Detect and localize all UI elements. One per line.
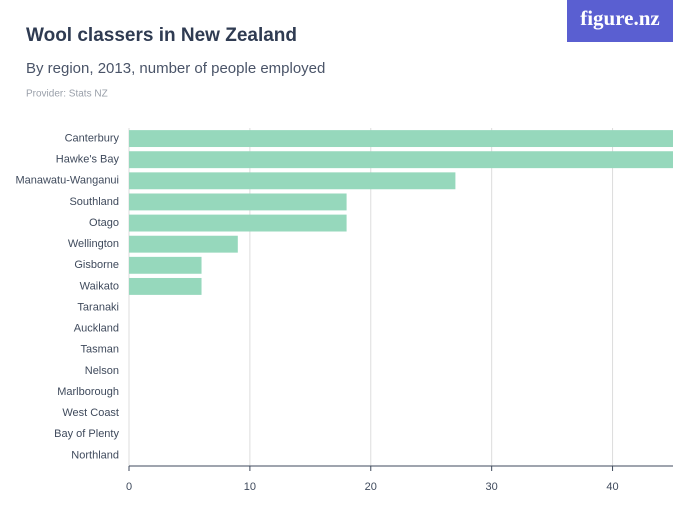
y-tick-label: Otago (89, 217, 119, 229)
bar (129, 172, 456, 190)
bar (129, 151, 673, 169)
x-tick-label: 30 (486, 481, 498, 493)
y-tick-label: West Coast (62, 407, 119, 419)
logo: figure.nz (580, 6, 660, 30)
provider: Provider: Stats NZ (26, 89, 108, 100)
y-tick-label: Marlborough (57, 386, 119, 398)
x-tick-label: 20 (365, 481, 377, 493)
y-tick-label: Wellington (68, 238, 119, 250)
bar (129, 277, 202, 295)
bar (129, 256, 202, 274)
chart-title: Wool classers in New Zealand (26, 25, 297, 46)
bar (129, 235, 238, 253)
y-tick-label: Manawatu-Wanganui (15, 175, 119, 187)
y-tick-label: Auckland (74, 323, 119, 335)
bar (129, 130, 673, 148)
y-tick-label: Northland (71, 449, 119, 461)
bar (129, 214, 347, 232)
x-tick-label: 0 (126, 481, 132, 493)
y-tick-label: Tasman (80, 344, 119, 356)
y-tick-label: Canterbury (65, 132, 120, 144)
x-tick-label: 10 (244, 481, 256, 493)
x-tick-label: 40 (606, 481, 618, 493)
y-tick-label: Hawke's Bay (56, 154, 120, 166)
y-tick-label: Bay of Plenty (54, 428, 119, 440)
y-tick-label: Waikato (80, 280, 119, 292)
y-tick-label: Nelson (85, 365, 119, 377)
logo-box (567, 0, 673, 42)
chart-subtitle: By region, 2013, number of people employ… (26, 60, 325, 77)
y-tick-label: Gisborne (74, 259, 119, 271)
y-tick-label: Southland (69, 196, 119, 208)
bar (129, 193, 347, 211)
y-tick-label: Taranaki (77, 301, 119, 313)
